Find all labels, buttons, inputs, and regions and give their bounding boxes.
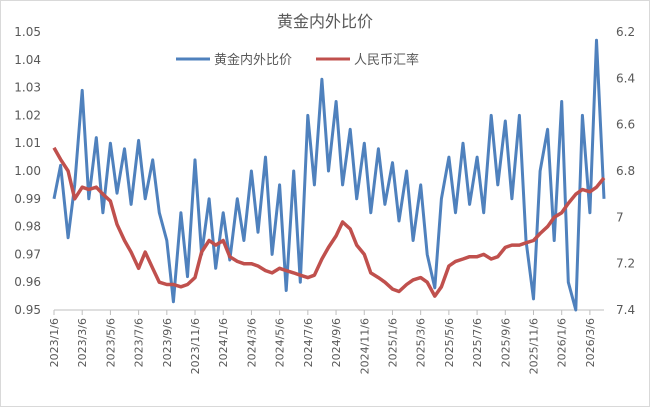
y-right-tick-label: 6.4 [616,71,635,85]
y-left-tick-label: 1.05 [14,25,41,39]
x-tick-label: 2024/9/6 [330,318,343,367]
x-tick-label: 2025/3/6 [415,318,428,367]
y-right-tick-label: 6.8 [616,164,635,178]
y-left-tick-label: 1.03 [14,81,41,95]
x-tick-label: 2024/5/6 [274,318,287,367]
x-tick-label: 2025/7/6 [471,318,484,367]
y-right-tick-label: 7.4 [616,303,635,317]
y-left-tick-label: 1.01 [14,136,41,150]
x-tick-label: 2026/1/6 [556,318,569,367]
x-tick-label: 2025/11/6 [527,318,540,374]
chart-title: 黄金内外比价 [277,12,373,31]
y-left-tick-label: 0.95 [14,303,41,317]
y-right-tick-label: 7 [616,210,624,224]
x-tick-label: 2024/3/6 [245,318,258,367]
y-left-tick-label: 0.96 [14,275,41,289]
y-right-tick-label: 6.2 [616,25,635,39]
x-tick-label: 2024/11/6 [358,318,371,374]
legend-label-rmb-rate: 人民币汇率 [354,52,419,68]
x-tick-label: 2023/7/6 [133,318,146,367]
y-left-tick-label: 1.00 [14,164,41,178]
x-tick-label: 2026/3/6 [584,318,597,367]
y-right-tick-label: 6.6 [616,118,635,132]
x-tick-label: 2025/9/6 [499,318,512,367]
y-left-tick-label: 0.98 [14,220,41,234]
x-tick-label: 2024/7/6 [302,318,315,367]
x-tick-label: 2025/1/6 [386,318,399,367]
y-left-tick-label: 1.04 [14,53,41,67]
x-tick-label: 2023/9/6 [161,318,174,367]
x-tick-label: 2023/1/6 [48,318,61,367]
x-tick-label: 2023/5/6 [104,318,117,367]
y-left-tick-label: 0.97 [14,247,41,261]
legend-label-gold-ratio: 黄金内外比价 [214,52,292,68]
y-left-tick-label: 1.02 [14,108,41,122]
x-tick-label: 2025/5/6 [443,318,456,367]
y-right-tick-label: 7.2 [616,257,635,271]
x-tick-label: 2023/3/6 [76,318,89,367]
x-tick-label: 2024/1/6 [217,318,230,367]
y-left-tick-label: 0.99 [14,192,41,206]
x-tick-label: 2023/11/6 [189,318,202,374]
